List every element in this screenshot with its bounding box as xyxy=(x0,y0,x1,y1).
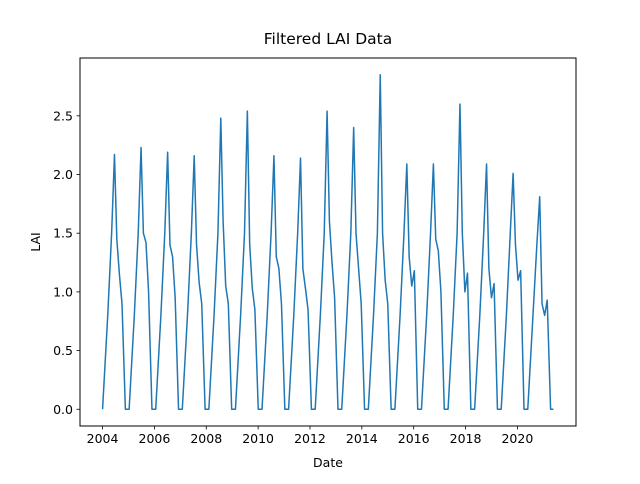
x-tick-label: 2010 xyxy=(242,431,274,446)
x-tick-label: 2020 xyxy=(501,431,533,446)
y-axis-label: LAI xyxy=(28,232,43,252)
axes-frame xyxy=(79,57,577,427)
x-tick-label: 2008 xyxy=(190,431,222,446)
y-tick-label: 1.0 xyxy=(53,284,73,299)
x-tick-label: 2016 xyxy=(398,431,430,446)
y-tick-label: 2.0 xyxy=(53,167,73,182)
y-tick-label: 1.5 xyxy=(53,226,73,241)
x-tick-label: 2012 xyxy=(294,431,326,446)
y-tick-label: 0.0 xyxy=(53,402,73,417)
data-line xyxy=(101,73,554,411)
y-tick-label: 2.5 xyxy=(53,108,73,123)
x-tick-label: 2018 xyxy=(450,431,482,446)
x-tick-label: 2014 xyxy=(346,431,378,446)
x-tick-label: 2006 xyxy=(139,431,171,446)
x-axis-label: Date xyxy=(313,455,343,470)
x-tick-label: 2004 xyxy=(87,431,119,446)
y-tick-label: 0.5 xyxy=(53,343,73,358)
chart-title: Filtered LAI Data xyxy=(264,30,392,48)
